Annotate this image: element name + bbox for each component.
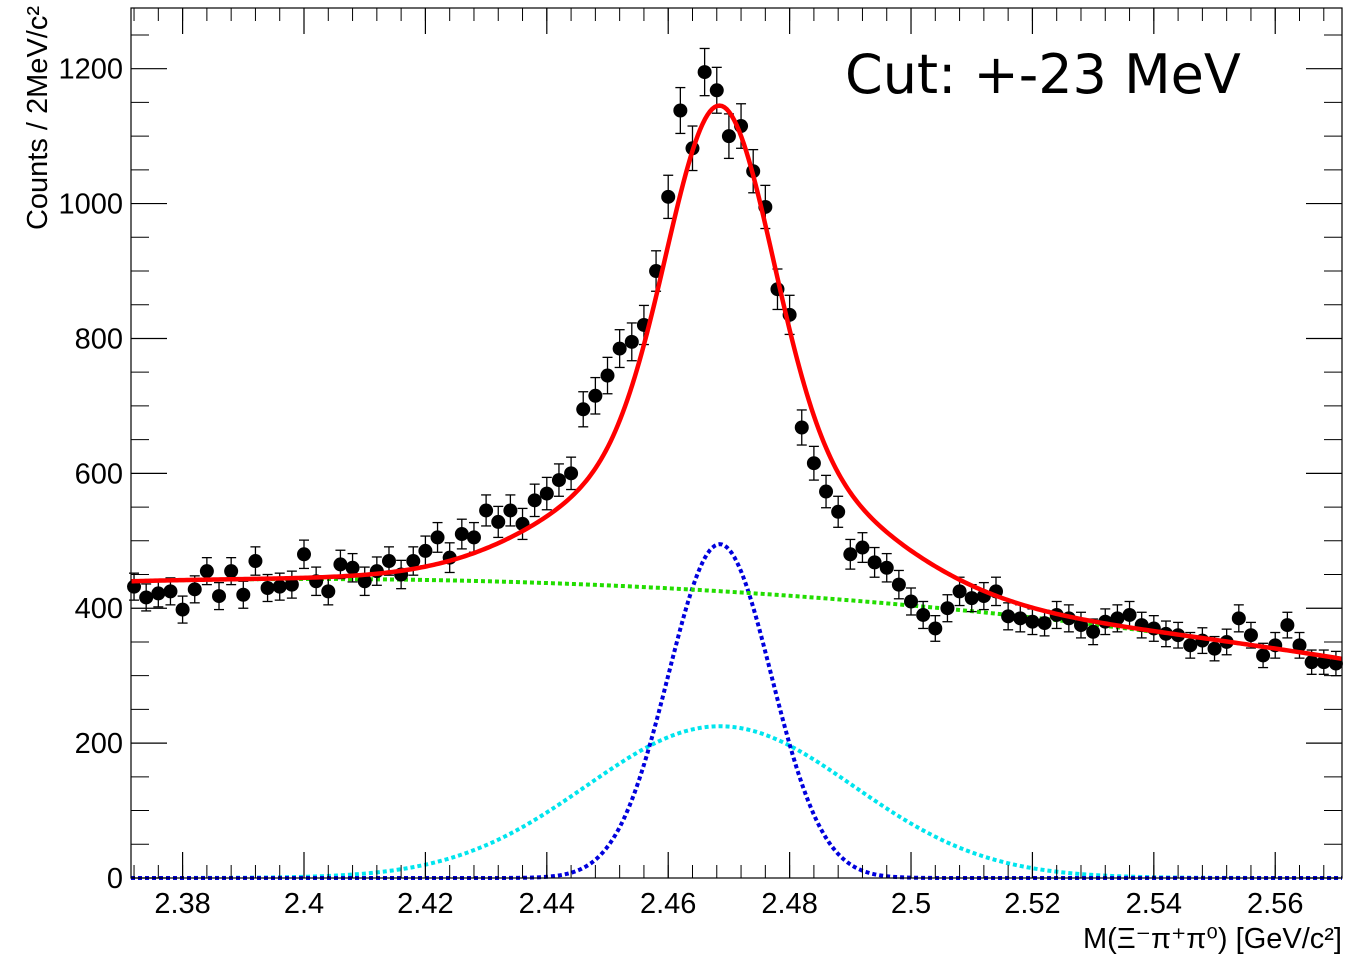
x-tick-label: 2.54	[1126, 888, 1182, 920]
data-point	[989, 576, 1003, 607]
data-point	[163, 577, 178, 606]
data-point	[879, 552, 894, 583]
data-point	[940, 594, 955, 623]
x-tick-label: 2.52	[1004, 888, 1060, 920]
x-tick-label: 2.5	[891, 888, 931, 920]
data-point	[418, 535, 433, 567]
data-point	[904, 587, 919, 616]
data-point	[139, 583, 154, 612]
data-point	[297, 539, 311, 570]
data-point	[212, 581, 227, 611]
y-tick-label: 400	[75, 593, 123, 625]
data-point	[794, 409, 809, 446]
data-point	[855, 532, 870, 564]
data-point	[236, 580, 251, 609]
data-point	[1183, 631, 1198, 659]
data-point	[1134, 611, 1149, 639]
x-tick-label: 2.46	[640, 888, 696, 920]
tick-labels: 2.38 2.4 2.42 2.44 2.46 2.48 2.5 2.52 2.54 2.56 0 2…	[58, 54, 1303, 920]
data-point	[600, 356, 615, 395]
data-point	[466, 521, 481, 553]
data-point	[891, 569, 906, 600]
narrow-signal-curve	[131, 542, 1342, 880]
data-point	[1280, 611, 1295, 639]
data-point	[661, 174, 676, 220]
data-point	[928, 615, 943, 642]
data-point	[381, 546, 396, 576]
data-point	[224, 557, 239, 586]
data-point	[1292, 631, 1307, 659]
background-curve	[130, 577, 1343, 661]
data-point	[127, 572, 142, 601]
y-tick-label: 600	[75, 458, 123, 490]
data-point	[539, 476, 554, 511]
axes-frame	[130, 7, 1343, 879]
data-point	[806, 445, 821, 481]
data-point	[479, 494, 494, 527]
data-point	[831, 495, 846, 528]
data-point	[503, 494, 518, 527]
data-point	[564, 456, 579, 491]
data-point	[260, 573, 275, 603]
data-point	[175, 595, 190, 624]
y-tick-label: 800	[75, 323, 123, 355]
data-point	[284, 570, 299, 599]
x-tick-label: 2.48	[761, 888, 817, 920]
x-tick-label: 2.38	[154, 888, 210, 920]
data-point	[1231, 604, 1246, 633]
data-point	[1086, 618, 1101, 646]
data-point	[357, 566, 372, 597]
data-point	[673, 86, 688, 135]
data-point	[430, 521, 445, 553]
data-point	[819, 474, 834, 509]
x-tick-label: 2.56	[1247, 888, 1303, 920]
data-point	[309, 566, 324, 597]
x-tick-label: 2.44	[519, 888, 575, 920]
y-tick-label: 1200	[58, 54, 123, 86]
cut-annotation: Cut: +-23 MeV	[845, 43, 1241, 106]
data-point	[624, 322, 639, 362]
data-point	[588, 376, 603, 415]
data-point	[491, 505, 506, 539]
data-point	[151, 579, 166, 608]
x-tick-label: 2.42	[397, 888, 453, 920]
data-point	[964, 583, 979, 613]
data-point	[187, 575, 202, 604]
data-point	[248, 546, 263, 576]
data-points	[127, 47, 1343, 677]
total-fit-curve	[130, 103, 1343, 662]
data-point	[454, 518, 469, 550]
data-point	[551, 463, 566, 497]
wide-signal-curve	[131, 724, 1342, 880]
x-axis-title: M(Ξ⁻π⁺π⁰) [GeV/c²]	[1083, 923, 1342, 955]
data-point	[1025, 608, 1040, 636]
data-point	[1001, 602, 1016, 631]
data-point	[843, 538, 858, 570]
x-tick-label: 2.4	[284, 888, 324, 920]
y-tick-label: 200	[75, 728, 123, 760]
data-point	[394, 559, 409, 590]
axis-ticks	[131, 8, 1342, 879]
data-point	[612, 329, 627, 369]
y-axis-title: Counts / 2MeV/c²	[22, 6, 54, 230]
data-point	[527, 483, 542, 518]
data-point	[867, 546, 882, 578]
y-tick-label: 1000	[58, 189, 123, 221]
plot-frame	[130, 7, 1343, 879]
data-point	[199, 557, 214, 586]
fit-curves	[130, 542, 1343, 880]
data-point	[697, 47, 712, 97]
data-point	[321, 577, 336, 606]
data-point	[1268, 631, 1283, 659]
data-point	[916, 600, 931, 630]
y-tick-label: 0	[107, 863, 123, 895]
data-point	[576, 391, 591, 428]
data-point	[1013, 604, 1028, 633]
